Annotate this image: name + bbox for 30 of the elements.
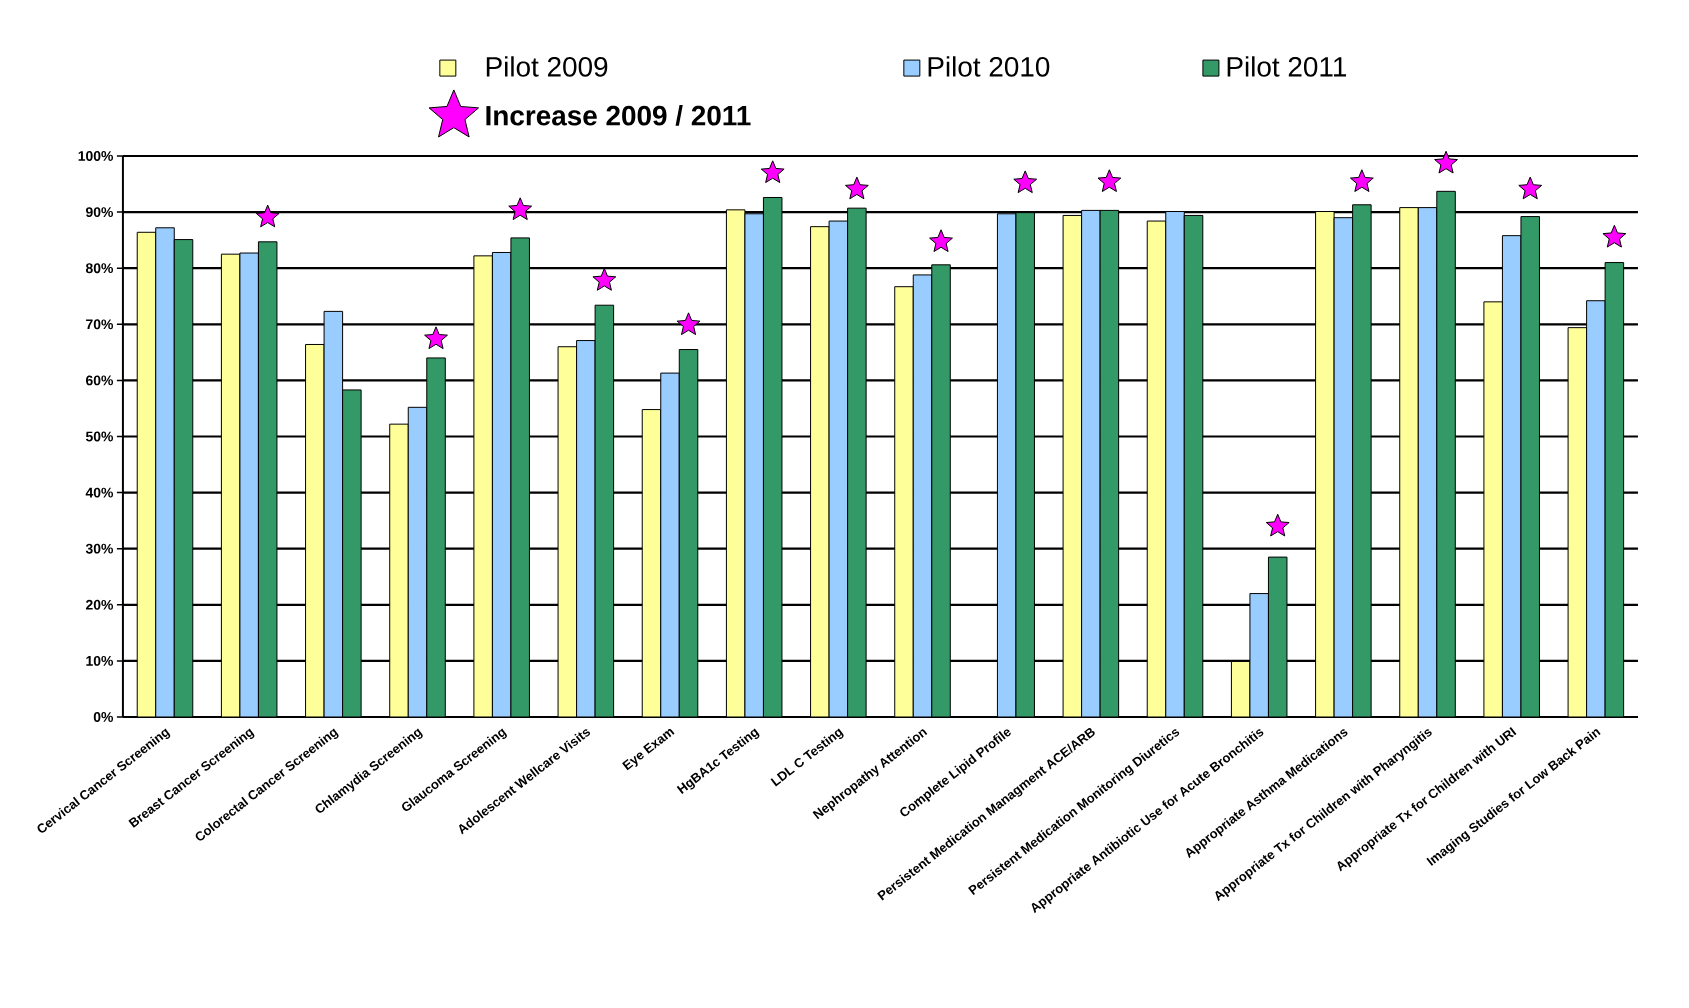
point (1349, 169, 1374, 192)
y-tick-label: 30% (85, 543, 114, 554)
point (844, 176, 869, 200)
point (1602, 224, 1627, 248)
y-tick-label: 40% (85, 487, 114, 498)
point (929, 229, 953, 253)
legend-label: Pilot 2009 (486, 56, 608, 77)
y-tick-label: 10% (86, 655, 114, 666)
legend-label: Pilot 2011 (1227, 56, 1347, 77)
y-tick-label: 0% (93, 712, 114, 722)
point (255, 204, 280, 228)
point (1013, 170, 1038, 194)
legend-label: Increase 2009 / 2011 (486, 105, 751, 126)
point (424, 326, 448, 350)
point (760, 160, 785, 184)
point (1097, 169, 1122, 192)
y-tick-label: 50% (85, 431, 114, 442)
point (1518, 176, 1543, 200)
y-tick-label: 100% (78, 151, 114, 161)
point (1265, 513, 1290, 537)
y-tick-label: 70% (86, 319, 114, 330)
y-tick-label: 60% (86, 375, 114, 386)
y-tick-label: 90% (85, 207, 114, 218)
point (1434, 150, 1458, 174)
point (592, 268, 617, 291)
y-tick-label: 80% (85, 263, 114, 274)
point (508, 197, 533, 221)
legend-label: Pilot 2010 (928, 56, 1050, 77)
y-tick-label: 20% (85, 599, 114, 610)
point (676, 312, 701, 336)
